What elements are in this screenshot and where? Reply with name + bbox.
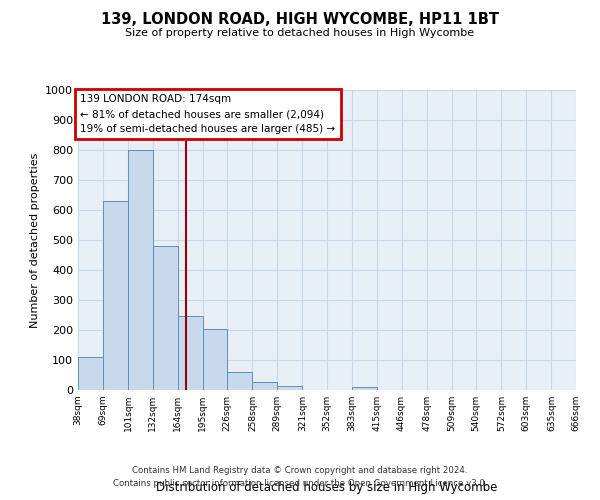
Bar (128, 150, 152, 390)
Bar (78, 357, 103, 390)
X-axis label: Distribution of detached houses by size in High Wycombe: Distribution of detached houses by size … (157, 481, 497, 494)
Bar (203, 328, 227, 390)
Text: 139 LONDON ROAD: 174sqm
← 81% of detached houses are smaller (2,094)
19% of semi: 139 LONDON ROAD: 174sqm ← 81% of detache… (80, 94, 335, 134)
Bar (277, 386, 302, 390)
Bar (103, 201, 128, 390)
Bar (352, 387, 377, 390)
Bar (178, 316, 203, 390)
Text: Contains HM Land Registry data © Crown copyright and database right 2024.
Contai: Contains HM Land Registry data © Crown c… (113, 466, 487, 487)
Bar (227, 372, 253, 390)
Bar (253, 382, 277, 390)
Text: Size of property relative to detached houses in High Wycombe: Size of property relative to detached ho… (125, 28, 475, 38)
Y-axis label: Number of detached properties: Number of detached properties (29, 152, 40, 328)
Text: 139, LONDON ROAD, HIGH WYCOMBE, HP11 1BT: 139, LONDON ROAD, HIGH WYCOMBE, HP11 1BT (101, 12, 499, 28)
Bar (152, 246, 178, 390)
